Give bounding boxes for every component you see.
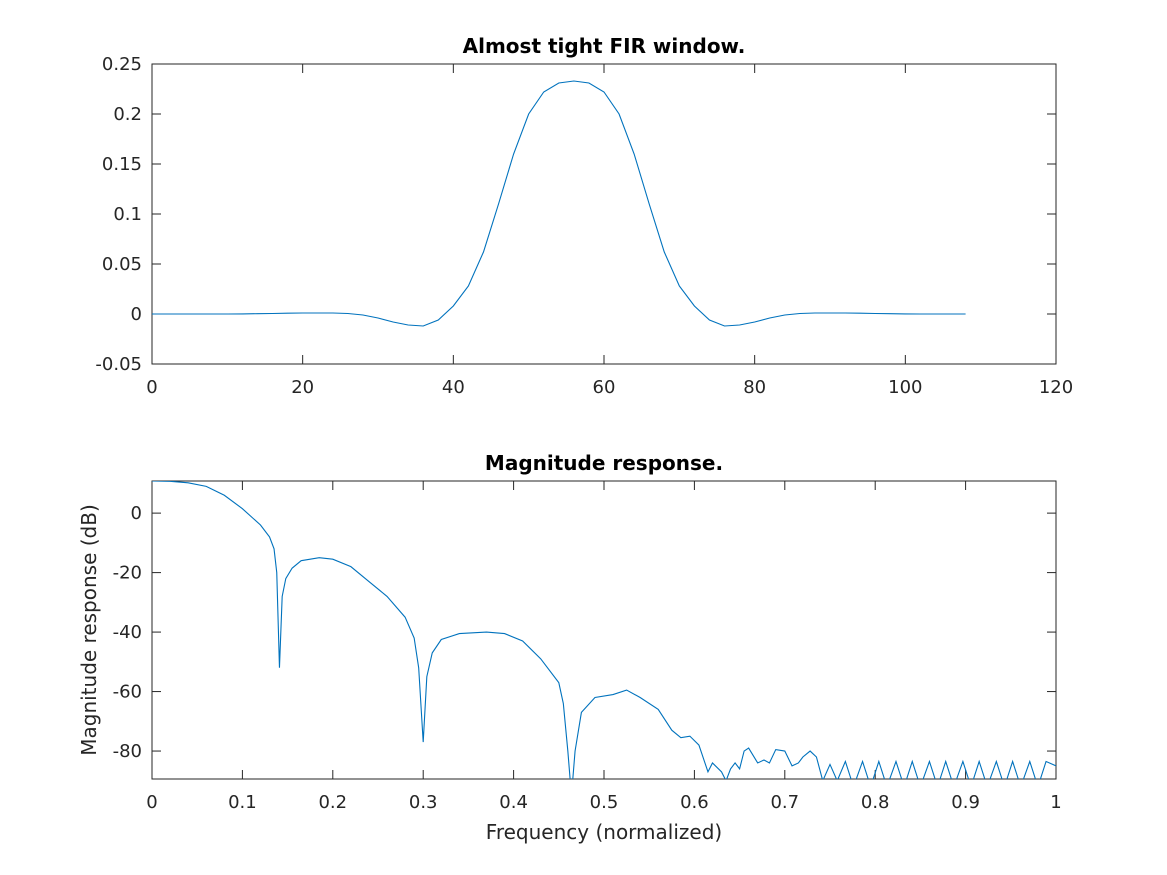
x-tick-label: 0.3 [409, 792, 438, 813]
axes-box [151, 63, 1057, 365]
y-tick-label: 0.1 [113, 204, 142, 225]
y-tick-label: -40 [113, 622, 142, 643]
y-tick-label: 0 [131, 304, 142, 325]
data-line [152, 481, 1056, 779]
y-tick-label: -20 [113, 563, 142, 584]
y-tick-label: -0.05 [95, 354, 142, 375]
axes-box [151, 480, 1057, 780]
x-tick-label: 100 [888, 377, 922, 398]
x-tick-label: 60 [593, 377, 616, 398]
x-tick-label: 0.1 [228, 792, 257, 813]
x-tick-label: 0.4 [499, 792, 528, 813]
x-tick-label: 0.6 [680, 792, 709, 813]
x-tick-label: 20 [291, 377, 314, 398]
y-tick-label: -80 [113, 741, 142, 762]
x-tick-label: 0.9 [951, 792, 980, 813]
y-tick-label: 0.05 [102, 254, 142, 275]
x-tick-label: 80 [743, 377, 766, 398]
y-tick-label: 0.25 [102, 54, 142, 75]
x-tick-label: 0.2 [318, 792, 347, 813]
x-tick-label: 0.5 [590, 792, 619, 813]
x-axis-label: Frequency (normalized) [486, 820, 722, 844]
x-tick-label: 0 [146, 792, 157, 813]
y-tick-label: -60 [113, 682, 142, 703]
x-tick-label: 0.8 [861, 792, 890, 813]
y-tick-label: 0 [131, 503, 142, 524]
x-tick-label: 40 [442, 377, 465, 398]
x-tick-label: 0 [146, 377, 157, 398]
y-tick-label: 0.2 [113, 104, 142, 125]
chart-title: Almost tight FIR window. [463, 34, 746, 58]
data-line [152, 80, 966, 327]
x-tick-label: 1 [1050, 792, 1061, 813]
y-tick-label: 0.15 [102, 154, 142, 175]
x-tick-label: 0.7 [770, 792, 799, 813]
y-axis-label: Magnitude response (dB) [77, 504, 101, 756]
chart-title: Magnitude response. [485, 451, 723, 475]
x-tick-label: 120 [1039, 377, 1073, 398]
